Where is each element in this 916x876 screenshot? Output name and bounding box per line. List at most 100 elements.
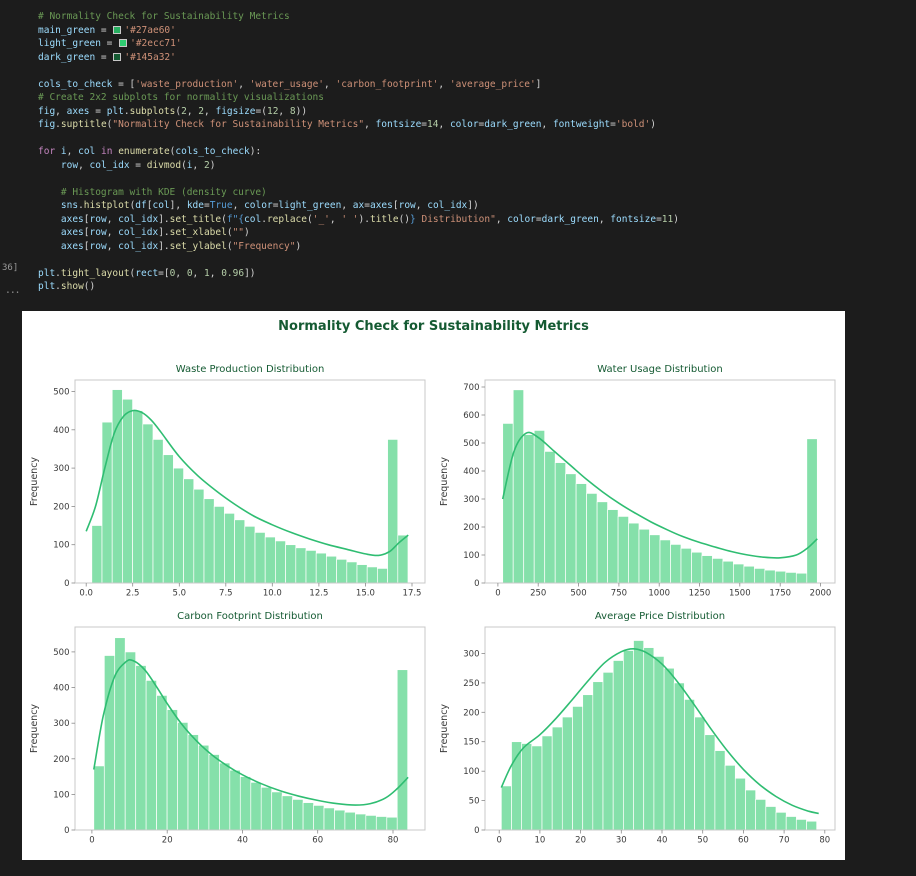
code-line[interactable]: dark_green = '#145a32' bbox=[38, 51, 679, 65]
code-line[interactable] bbox=[38, 172, 679, 186]
y-axis-label: Frequency bbox=[29, 457, 40, 506]
code-token: [ bbox=[146, 200, 153, 211]
code-token: fontsize bbox=[610, 213, 657, 225]
code-token: ]. bbox=[158, 213, 170, 225]
code-token: = bbox=[272, 200, 279, 211]
x-tick-label: 20 bbox=[575, 836, 586, 846]
code-token: light_green bbox=[278, 200, 342, 211]
code-token: col_idx bbox=[89, 159, 130, 171]
code-token: row bbox=[89, 240, 107, 252]
code-line[interactable]: # Normality Check for Sustainability Met… bbox=[38, 10, 679, 24]
color-decorator-swatch[interactable] bbox=[119, 39, 128, 47]
code-line[interactable]: # Create 2x2 subplots for normality visu… bbox=[38, 91, 679, 105]
code-line[interactable]: axes[row, col_idx].set_title(f"{col.repl… bbox=[38, 213, 679, 227]
code-token: ]. bbox=[158, 240, 170, 252]
code-line[interactable] bbox=[38, 132, 679, 146]
code-token: ]. bbox=[158, 227, 170, 238]
cell-output-figure: Normality Check for Sustainability Metri… bbox=[22, 311, 845, 860]
code-token: ] bbox=[535, 78, 542, 90]
code-token: col_idx bbox=[118, 240, 159, 252]
code-token: ]) bbox=[244, 267, 256, 279]
code-token: Distribution" bbox=[415, 213, 496, 225]
code-token: =[ bbox=[158, 267, 170, 279]
code-token: 0 bbox=[169, 267, 176, 279]
code-token: ax bbox=[352, 200, 365, 211]
code-line[interactable]: row, col_idx = divmod(i, 2) bbox=[38, 159, 679, 173]
code-token: show bbox=[60, 281, 84, 292]
code-line[interactable]: main_green = '#27ae60' bbox=[38, 24, 679, 38]
code-token: . bbox=[261, 213, 267, 225]
code-token: row bbox=[398, 200, 416, 211]
code-line[interactable] bbox=[38, 253, 679, 267]
code-token: ( bbox=[169, 146, 176, 157]
code-token: f"{ bbox=[226, 213, 245, 225]
code-token: df bbox=[135, 200, 147, 211]
code-token: axes bbox=[369, 200, 393, 211]
code-token: [ bbox=[83, 240, 90, 252]
code-token bbox=[38, 227, 61, 238]
y-tick-label: 400 bbox=[53, 684, 69, 694]
code-token: ( bbox=[226, 227, 233, 238]
code-token bbox=[38, 214, 61, 225]
y-tick-label: 400 bbox=[463, 467, 479, 477]
x-tick-label: 2000 bbox=[810, 589, 832, 599]
code-line[interactable] bbox=[38, 64, 679, 78]
code-token: , bbox=[106, 240, 119, 252]
cell-actions-ellipsis[interactable]: ... bbox=[6, 282, 21, 296]
code-token: col_idx bbox=[118, 213, 159, 225]
x-tick-label: 12.5 bbox=[309, 589, 328, 599]
code-line[interactable]: light_green = '#2ecc71' bbox=[38, 37, 679, 51]
code-token: row bbox=[89, 227, 107, 238]
chart-carbon-footprint-distribution: 0 20 40 60 80 0 100 200 300 400 500 Carbon Footprin… bbox=[29, 611, 426, 846]
code-line[interactable]: cols_to_check = ['waste_production', 'wa… bbox=[38, 78, 679, 92]
code-token: , bbox=[415, 200, 428, 211]
code-token: color bbox=[449, 119, 479, 130]
code-line[interactable]: axes[row, col_idx].set_xlabel("") bbox=[38, 226, 679, 240]
code-token: , bbox=[541, 119, 553, 130]
code-token: =( bbox=[255, 105, 267, 117]
axes-spines bbox=[74, 626, 426, 831]
code-token: ) bbox=[673, 213, 679, 225]
code-token: main_green bbox=[38, 24, 96, 36]
code-token: fontweight bbox=[552, 119, 611, 130]
code-line[interactable]: fig.suptitle("Normality Check for Sustai… bbox=[38, 118, 679, 132]
y-tick-label: 0 bbox=[64, 579, 69, 589]
code-line[interactable]: fig, axes = plt.subplots(2, 2, figsize=(… bbox=[38, 105, 679, 119]
code-token: () bbox=[398, 213, 411, 225]
axes-spines bbox=[74, 379, 426, 584]
x-tick-label: 20 bbox=[162, 836, 173, 846]
code-line[interactable]: plt.show() bbox=[38, 280, 679, 294]
kde-curve bbox=[500, 647, 819, 815]
code-line[interactable]: for i, col in enumerate(cols_to_check): bbox=[38, 145, 679, 159]
code-token: 'bold' bbox=[615, 119, 651, 130]
code-cell[interactable]: # Normality Check for Sustainability Met… bbox=[38, 10, 679, 294]
code-token: } bbox=[410, 213, 416, 225]
code-token: , bbox=[232, 200, 245, 211]
y-axis-label: Frequency bbox=[29, 704, 40, 753]
figure-suptitle: Normality Check for Sustainability Metri… bbox=[278, 319, 589, 334]
code-token: , bbox=[66, 146, 79, 157]
code-token: fig bbox=[38, 119, 56, 130]
code-token: = bbox=[364, 200, 370, 211]
y-tick-label: 400 bbox=[53, 426, 69, 436]
code-line[interactable]: # Histogram with KDE (density curve) bbox=[38, 186, 679, 200]
x-tick-label: 2.5 bbox=[126, 589, 140, 599]
code-line[interactable]: plt.tight_layout(rect=[0, 0, 1, 0.96]) bbox=[38, 267, 679, 281]
code-line[interactable]: axes[row, col_idx].set_ylabel("Frequency… bbox=[38, 240, 679, 254]
x-tick-label: 60 bbox=[738, 836, 749, 846]
code-token: histplot bbox=[83, 200, 130, 211]
color-decorator-swatch[interactable] bbox=[113, 52, 122, 61]
x-tick-label: 7.5 bbox=[219, 589, 233, 599]
axes-spines bbox=[484, 626, 836, 831]
code-token: dark_green bbox=[38, 51, 96, 63]
code-token: set_ylabel bbox=[169, 240, 227, 252]
code-token: , bbox=[329, 213, 342, 225]
code-token: '#2ecc71' bbox=[130, 38, 182, 49]
y-tick-label: 100 bbox=[53, 541, 69, 551]
code-line[interactable]: sns.histplot(df[col], kde=True, color=li… bbox=[38, 199, 679, 213]
code-token: = bbox=[100, 38, 119, 49]
code-token: 'carbon_footprint' bbox=[335, 78, 439, 90]
code-token: axes bbox=[60, 213, 84, 225]
color-decorator-swatch[interactable] bbox=[113, 25, 122, 34]
code-token: col_idx bbox=[427, 200, 468, 211]
